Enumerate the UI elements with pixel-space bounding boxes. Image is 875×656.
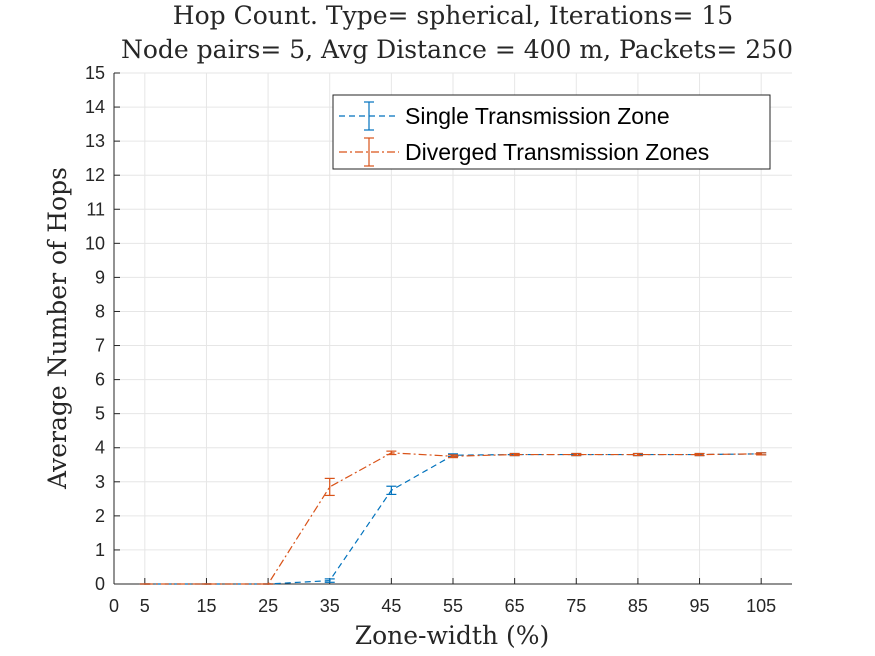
x-tick-label: 65 [505, 596, 525, 616]
series-layer [139, 450, 767, 585]
x-tick-label: 35 [320, 596, 340, 616]
x-tick-label: 25 [258, 596, 278, 616]
legend-label: Diverged Transmission Zones [405, 139, 709, 165]
chart-title-line-2: Node pairs= 5, Avg Distance = 400 m, Pac… [121, 35, 793, 64]
y-tick-label: 4 [95, 438, 105, 458]
legend: Single Transmission Zone Diverged Transmi… [332, 94, 771, 170]
y-tick-label: 9 [95, 267, 105, 287]
y-tick-label: 5 [95, 404, 105, 424]
y-tick-label: 15 [85, 63, 105, 83]
x-axis-label: Zone-width (%) [355, 621, 550, 650]
axes: 0 5 15 25 35 45 55 65 75 85 95 10501234567891011121… [85, 63, 792, 616]
x-tick-label: 45 [381, 596, 401, 616]
y-tick-label: 8 [95, 301, 105, 321]
x-tick-label: 55 [443, 596, 463, 616]
legend-entry: Single Transmission Zone [339, 101, 670, 131]
data-point [698, 453, 701, 456]
y-tick-label: 10 [85, 233, 105, 253]
data-point [267, 583, 269, 585]
legend-entry: Diverged Transmission Zones [339, 137, 709, 167]
y-tick-label: 6 [95, 370, 105, 390]
data-point [513, 453, 516, 456]
x-tick-label: 0 [109, 596, 119, 616]
data-point [390, 489, 393, 492]
y-tick-label: 3 [95, 472, 105, 492]
y-tick-label: 13 [85, 131, 105, 151]
series-2 [139, 450, 767, 585]
x-tick-label: 15 [196, 596, 216, 616]
x-tick-label: 105 [746, 596, 776, 616]
y-axis-label: Average Number of Hops [43, 167, 72, 490]
data-point [328, 579, 331, 582]
y-tick-label: 11 [86, 199, 105, 219]
x-tick-label: 75 [566, 596, 586, 616]
y-tick-label: 1 [95, 540, 105, 560]
y-tick-label: 12 [85, 165, 105, 185]
y-tick-label: 7 [95, 336, 105, 356]
data-point [328, 486, 331, 488]
data-point [760, 453, 762, 455]
legend-box [332, 94, 771, 170]
y-tick-label: 14 [85, 97, 105, 117]
data-point [390, 452, 393, 454]
data-point [637, 453, 639, 456]
data-point [205, 583, 208, 585]
y-tick-label: 2 [95, 506, 105, 526]
data-point [452, 455, 454, 458]
x-tick-label: 5 [140, 596, 150, 616]
chart-title-line-1: Hop Count. Type= spherical, Iterations= … [173, 1, 733, 30]
data-point [575, 453, 578, 456]
x-tick-label: 95 [690, 596, 710, 616]
legend-label: Single Transmission Zone [405, 103, 670, 129]
y-tick-label: 0 [95, 574, 105, 594]
data-point [144, 583, 146, 585]
x-tick-label: 85 [628, 596, 648, 616]
